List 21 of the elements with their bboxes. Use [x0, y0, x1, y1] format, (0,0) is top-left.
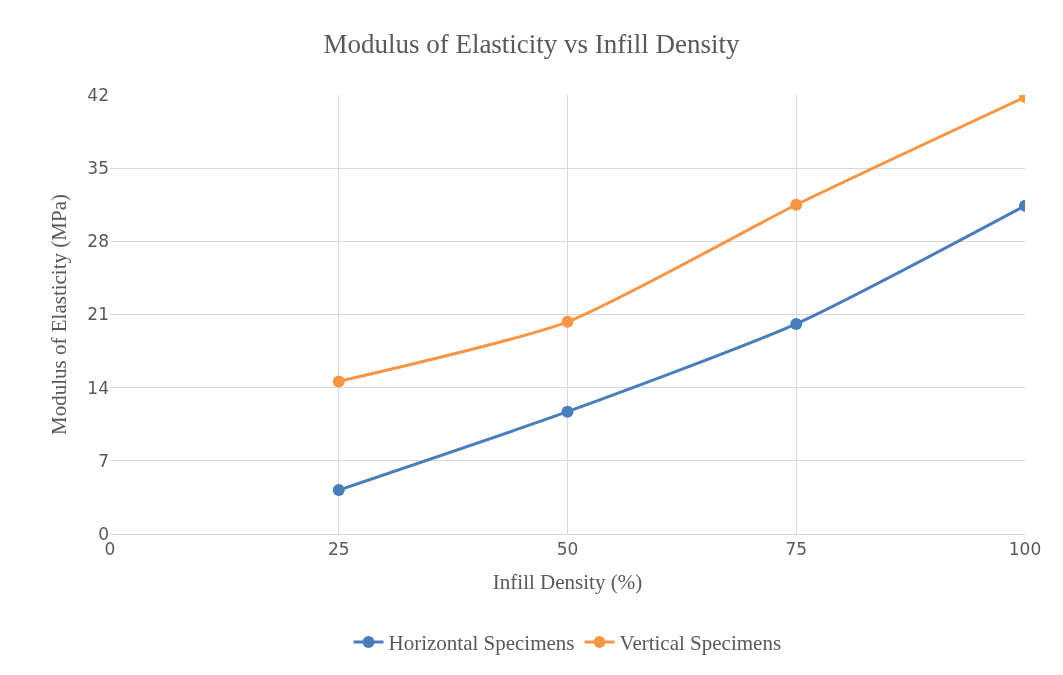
y-tick-label: 14 — [87, 377, 109, 398]
chart-title: Modulus of Elasticity vs Infill Density — [323, 28, 741, 59]
x-axis-title: Infill Density (%) — [492, 569, 643, 594]
y-tick-label: 35 — [87, 158, 109, 179]
x-tick-label: 25 — [327, 539, 350, 560]
point — [561, 405, 574, 418]
y-tick-label: 28 — [87, 231, 109, 252]
y-tick-label: 21 — [87, 304, 109, 325]
y-axis-title: Modulus of Elasticity (MPa) — [46, 194, 71, 435]
legend-label: Horizontal Specimens — [388, 631, 575, 656]
point — [332, 375, 345, 388]
point — [790, 317, 803, 330]
legend-label: Vertical Specimens — [619, 631, 782, 656]
point — [790, 198, 803, 211]
y-tick-label: 42 — [87, 84, 109, 105]
y-tick-label: 7 — [98, 450, 109, 471]
point — [332, 484, 345, 497]
x-tick-label: 75 — [785, 539, 808, 560]
x-tick-label: 50 — [556, 539, 579, 560]
x-tick-label: 100 — [1008, 539, 1042, 560]
point — [561, 315, 574, 328]
